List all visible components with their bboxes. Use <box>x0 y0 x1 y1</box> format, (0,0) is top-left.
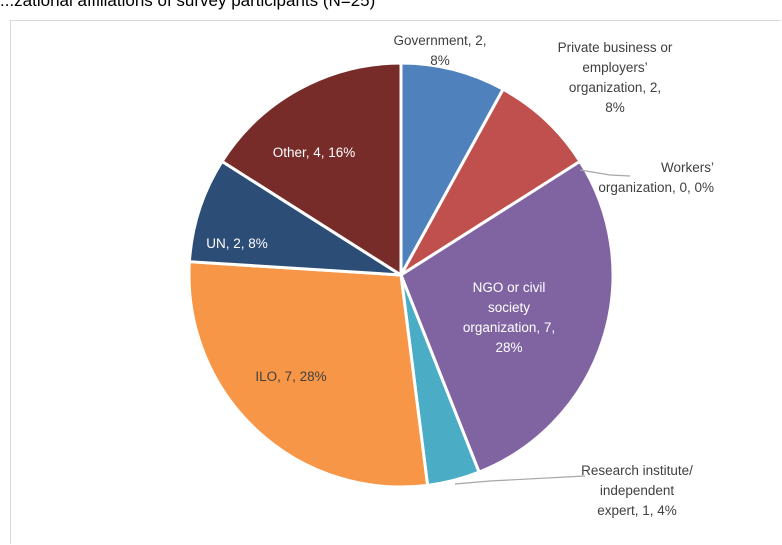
slice-ngo-or-civil-society-organization <box>399 159 615 474</box>
data-label-workers-organization: Workers’ organization, 0, 0% <box>598 160 714 195</box>
slice-un <box>187 159 403 277</box>
data-label-government: Government, 2, 8% <box>393 33 486 68</box>
slice-private-business-or-employers-organization <box>399 87 582 277</box>
slice-government <box>399 61 505 277</box>
slice-ilo <box>187 260 430 489</box>
chart-title: ...zational affiliations of survey parti… <box>0 0 376 10</box>
data-label-un: UN, 2, 8% <box>206 236 268 251</box>
data-label-other: Other, 4, 16% <box>273 145 356 160</box>
data-labels: Government, 2, 8% Private business or emplo… <box>206 33 714 518</box>
data-label-ilo: ILO, 7, 28% <box>255 369 326 384</box>
leader-line-research-institute-independent-expert <box>454 475 586 485</box>
leader-lines <box>454 169 631 485</box>
pie-slices <box>187 61 615 489</box>
chart-frame <box>10 20 781 544</box>
data-label-ngo-or-civil-society-organization: NGO or civil society organization, 7, 28% <box>463 280 555 355</box>
data-label-private-business-or-employers-organization: Private business or employers’ organizatio… <box>558 40 673 115</box>
leader-line-workers-organization <box>579 169 631 177</box>
slice-other <box>220 61 403 277</box>
data-label-research-institute-independent-expert: Research institute/independent expert, 1,… <box>581 463 693 518</box>
